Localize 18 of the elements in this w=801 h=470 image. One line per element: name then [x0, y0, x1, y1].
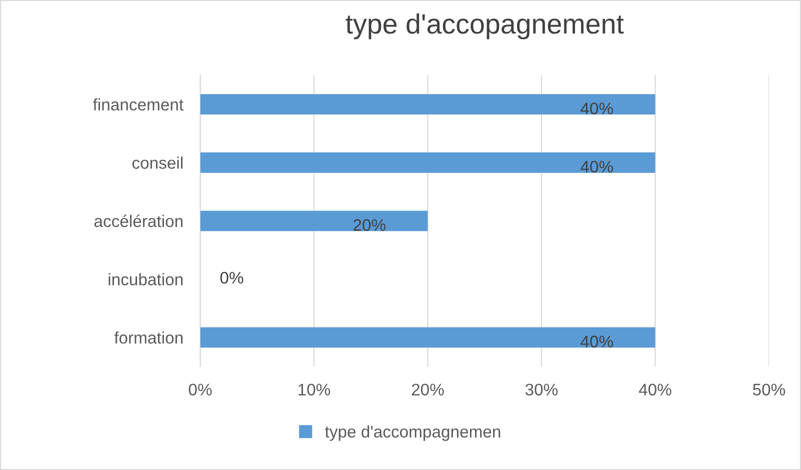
legend-label: type d'accompagnemen — [325, 425, 500, 441]
x-tick-label: 40% — [638, 384, 672, 396]
y-tick-label: financement — [93, 98, 184, 111]
x-tick-label: 50% — [752, 384, 786, 396]
chart-title: type d'accopagnement — [346, 13, 624, 40]
data-label: 20% — [354, 219, 386, 231]
y-tick-label: accélération — [94, 214, 183, 228]
x-tick-label: 10% — [298, 384, 330, 396]
x-tick-label: 30% — [525, 384, 558, 396]
y-tick-label: conseil — [132, 156, 182, 169]
data-label: 40% — [580, 336, 613, 348]
x-tick-label: 20% — [412, 384, 444, 396]
x-tick-label: 0% — [188, 384, 212, 396]
y-tick-label: incubation — [108, 273, 183, 286]
data-label: 40% — [580, 102, 613, 114]
data-label: 40% — [580, 160, 613, 173]
y-tick-label: formation — [114, 331, 183, 344]
data-label: 0% — [220, 272, 244, 284]
